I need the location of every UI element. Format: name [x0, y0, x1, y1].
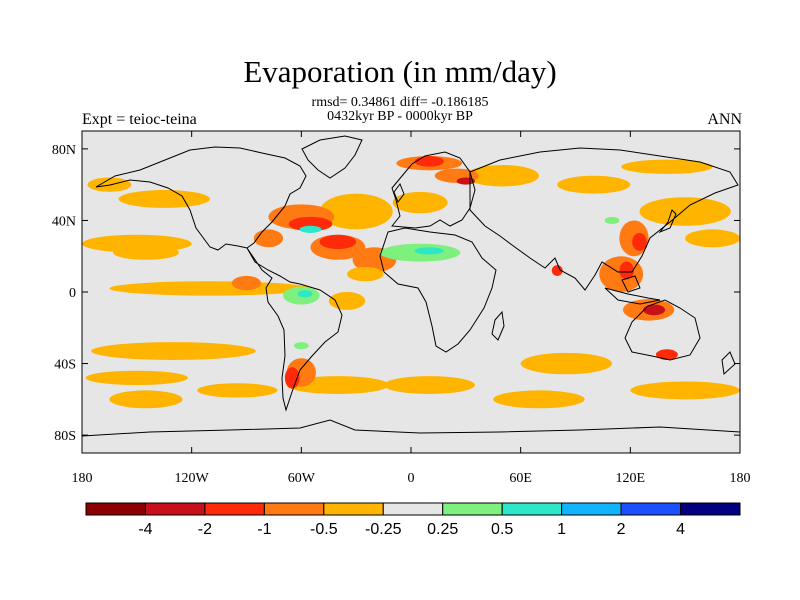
anomaly-region-45: [414, 247, 444, 255]
coastline-asia: [469, 147, 739, 291]
anomaly-region-4: [109, 281, 311, 296]
anomaly-region-22: [288, 216, 333, 232]
coastline-uk: [393, 182, 405, 204]
anomaly-region-47: [297, 290, 313, 298]
colorbar-label-0: -4: [138, 521, 152, 538]
anomaly-region-20: [319, 193, 393, 230]
anomaly-region-49: [294, 342, 309, 350]
rmsd-diff-line: rmsd= 0.34861 diff= -0.186185: [311, 95, 489, 110]
anomaly-region-2: [118, 190, 210, 208]
anomaly-region-38: [619, 261, 634, 280]
colorbar-label-5: 0.25: [427, 521, 458, 538]
colorbar-label-4: -0.25: [365, 521, 402, 538]
anomaly-region-15: [685, 229, 740, 248]
anomaly-region-27: [231, 275, 262, 291]
anomaly-region-48: [299, 225, 322, 233]
colorbar-swatch-7: [501, 502, 563, 516]
coastline-indonesia: [604, 287, 661, 305]
colorbar-label-9: 4: [676, 521, 685, 538]
anomaly-region-8: [197, 383, 278, 398]
anomaly-region-26: [347, 266, 384, 282]
coastline-europe: [391, 151, 476, 229]
coastline-greenland: [301, 135, 363, 179]
coastline-australia: [624, 299, 701, 361]
lon-tick-label-2: 60W: [288, 471, 316, 486]
colorbar-swatch-3: [263, 502, 325, 516]
anomaly-region-41: [655, 349, 678, 360]
lat-tick-label-1: 40N: [52, 214, 76, 229]
map-title: Evaporation (in mm/day): [243, 54, 557, 89]
anomaly-region-17: [621, 159, 713, 174]
coastline-madagascar: [491, 310, 505, 341]
colorbar-swatch-9: [620, 502, 682, 516]
period-line: 0432kyr BP - 0000kyr BP: [327, 109, 473, 124]
colorbar-swatch-5: [382, 502, 444, 516]
anomaly-region-23: [253, 229, 284, 248]
anomaly-region-18: [465, 164, 539, 187]
anomaly-region-40: [643, 304, 666, 316]
anomaly-region-7: [109, 390, 183, 409]
colorbar-swatch-6: [442, 502, 503, 516]
coastlines: [82, 135, 740, 437]
anomaly-region-50: [604, 216, 620, 225]
anomaly-region-32: [414, 156, 444, 167]
anomaly-region-16: [557, 175, 631, 194]
anomaly-region-5: [91, 342, 256, 360]
anomaly-region-11: [520, 352, 613, 375]
lat-tick-label-0: 80N: [52, 143, 76, 158]
colorbar-label-2: -1: [257, 521, 271, 538]
lon-tick-label-6: 180: [730, 471, 751, 486]
lat-tick-label-3: 40S: [54, 358, 76, 373]
season-label: ANN: [707, 111, 742, 128]
lat-tick-label-2: 0: [69, 286, 76, 301]
colorbar-label-3: -0.5: [310, 521, 338, 538]
anomaly-region-28: [328, 292, 366, 310]
colorbar-label-7: 1: [557, 521, 566, 538]
coastline-borneo: [621, 275, 641, 293]
colorbar-swatch-10: [680, 502, 741, 516]
colorbar-swatch-1: [144, 502, 206, 516]
lon-tick-label-1: 120W: [175, 471, 210, 486]
lon-tick-label-0: 180: [72, 471, 93, 486]
coastline-north-america: [95, 146, 307, 251]
experiment-label: Expt = teioc-teina: [82, 111, 197, 128]
colorbar-swatch-2: [204, 502, 265, 516]
anomaly-region-12: [493, 390, 585, 409]
anomaly-field: [82, 156, 740, 409]
anomaly-region-42: [551, 265, 563, 276]
anomaly-region-13: [630, 381, 740, 400]
anomaly-region-1: [113, 245, 179, 260]
lon-tick-label-4: 60E: [509, 471, 532, 486]
colorbar-swatch-8: [561, 502, 622, 516]
stats-block: rmsd= 0.34861 diff= -0.186185 0432kyr BP…: [0, 96, 800, 124]
anomaly-region-6: [85, 370, 189, 386]
colorbar-label-6: 0.5: [491, 521, 513, 538]
colorbar-swatch-0: [85, 502, 146, 516]
colorbar: -4 -2 -1 -0.5 -0.25 0.25 0.5 1 2 4: [85, 502, 741, 538]
anomaly-region-19: [392, 191, 448, 214]
anomaly-region-43: [319, 234, 357, 250]
coastline-antarctica: [82, 419, 740, 437]
lon-tick-label-3: 0: [408, 471, 415, 486]
lon-tick-label-5: 120E: [616, 471, 646, 486]
coastline-africa: [379, 227, 497, 353]
anomaly-region-36: [632, 232, 647, 251]
coastline-south-america: [246, 247, 343, 412]
anomaly-region-30: [284, 367, 300, 389]
colorbar-label-1: -2: [198, 521, 212, 538]
colorbar-label-8: 2: [617, 521, 626, 538]
coastline-japan: [658, 209, 677, 234]
map-axes: 80N 40N 0 40S 80S 180 120W 60W 0 60E 120E 180: [52, 131, 751, 486]
lat-tick-label-4: 80S: [54, 429, 76, 444]
colorbar-swatch-4: [323, 502, 384, 516]
anomaly-region-10: [383, 376, 475, 394]
anomaly-region-14: [639, 197, 731, 226]
